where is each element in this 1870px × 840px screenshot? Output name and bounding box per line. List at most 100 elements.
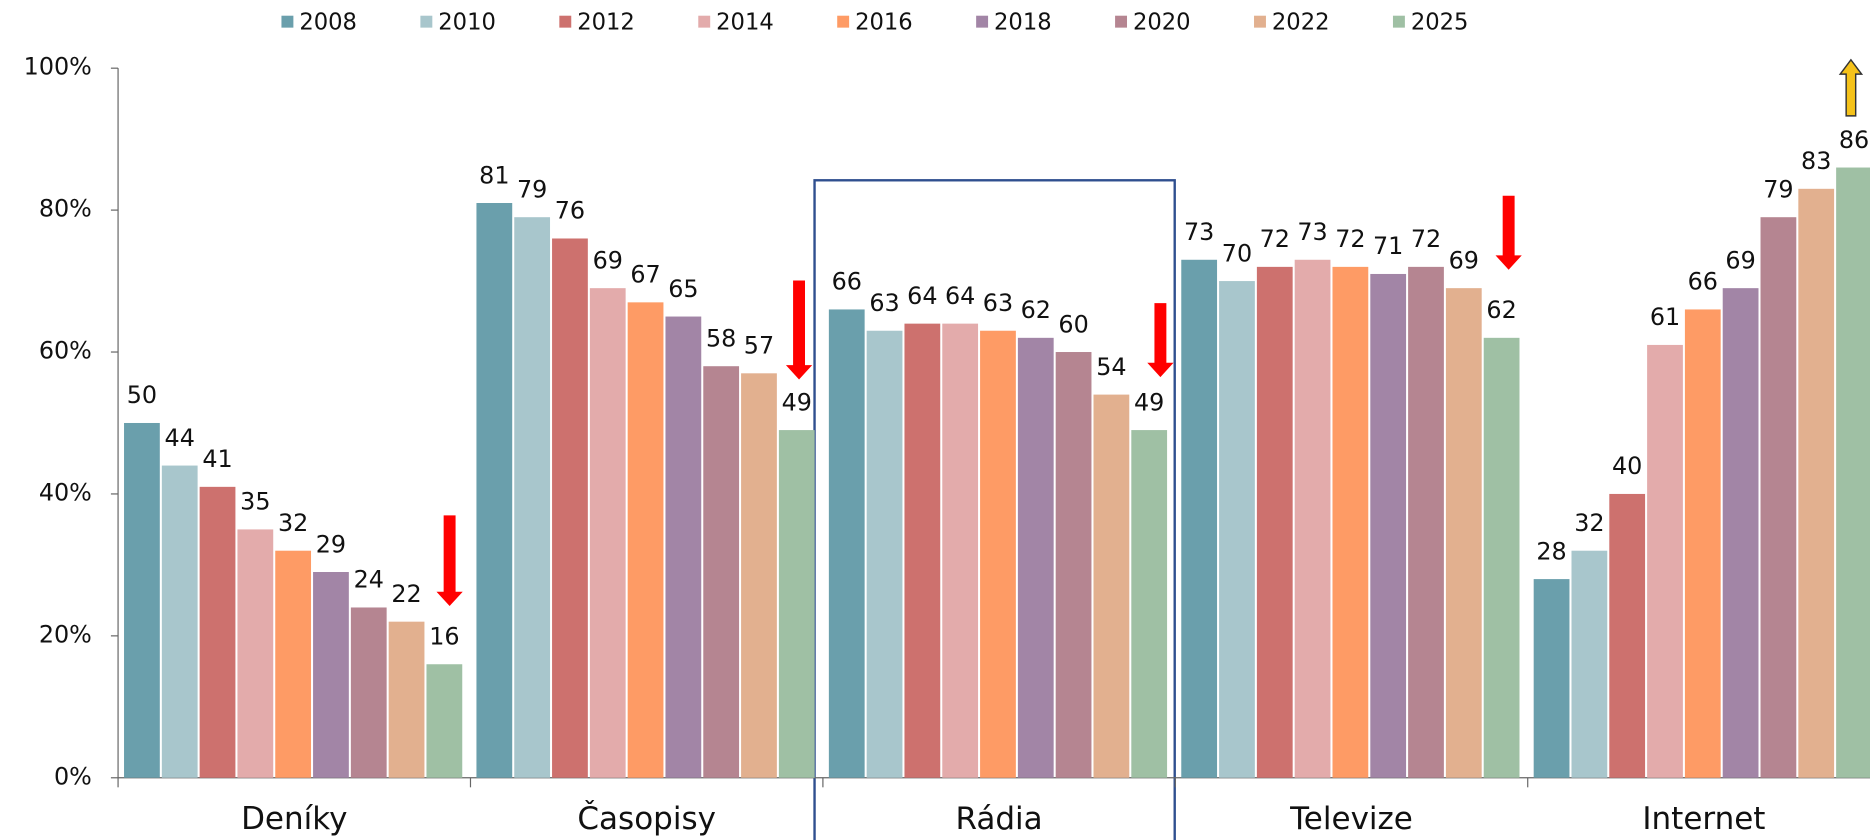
legend-label: 2008 xyxy=(299,9,357,35)
x-tick-label: Rádia xyxy=(956,801,1043,837)
legend-swatch xyxy=(281,15,294,28)
data-label: 24 xyxy=(354,566,384,594)
x-tick-label: Deníky xyxy=(241,801,347,837)
legend-label: 2020 xyxy=(1133,9,1191,35)
data-label: 63 xyxy=(869,289,899,317)
legend-label: 2010 xyxy=(438,9,496,35)
bar xyxy=(589,288,626,778)
data-label: 35 xyxy=(240,488,270,516)
x-tick-label: Internet xyxy=(1642,801,1765,837)
x-tick-label: Televize xyxy=(1289,801,1413,837)
data-label: 65 xyxy=(668,275,698,303)
data-label: 44 xyxy=(165,424,195,452)
arrow xyxy=(1495,195,1522,270)
data-label: 81 xyxy=(479,161,509,189)
data-label: 73 xyxy=(1297,218,1327,246)
bar xyxy=(1055,352,1092,778)
legend-label: 2025 xyxy=(1411,9,1469,35)
bar xyxy=(1836,167,1870,778)
increase-arrow xyxy=(1838,58,1864,117)
y-tick-label: 40% xyxy=(39,478,92,506)
y-tick-label: 60% xyxy=(39,337,92,365)
data-label: 40 xyxy=(1612,452,1642,480)
legend-swatch xyxy=(420,15,433,28)
bar xyxy=(1533,579,1570,778)
data-label: 49 xyxy=(782,388,812,416)
legend-swatch xyxy=(559,15,572,28)
data-label: 79 xyxy=(517,175,547,203)
bar xyxy=(313,571,349,778)
data-label: 60 xyxy=(1058,310,1088,338)
data-label: 49 xyxy=(1134,388,1164,416)
bar xyxy=(904,323,941,778)
data-label: 72 xyxy=(1260,225,1290,253)
data-label: 76 xyxy=(555,197,585,225)
data-label: 72 xyxy=(1411,225,1441,253)
bar xyxy=(627,302,664,778)
bar xyxy=(476,203,513,778)
data-label: 32 xyxy=(1574,509,1604,537)
bar xyxy=(866,330,903,778)
bar xyxy=(514,217,551,778)
bar xyxy=(350,607,387,778)
data-label: 64 xyxy=(945,282,975,310)
bar xyxy=(1483,337,1520,778)
data-label: 62 xyxy=(1486,296,1516,324)
legend-label: 2018 xyxy=(994,9,1052,35)
data-label: 32 xyxy=(278,509,308,537)
data-label: 28 xyxy=(1536,537,1566,565)
data-label: 70 xyxy=(1222,239,1252,267)
bar xyxy=(1131,430,1168,778)
data-label: 61 xyxy=(1650,303,1680,331)
data-label: 79 xyxy=(1763,175,1793,203)
legend-swatch xyxy=(1392,15,1405,28)
bar xyxy=(1332,266,1369,778)
legend-label: 2016 xyxy=(855,9,913,35)
bar xyxy=(665,316,702,778)
bar xyxy=(199,486,236,778)
bar xyxy=(124,422,160,778)
bar xyxy=(552,238,588,778)
data-label: 69 xyxy=(1449,246,1479,274)
legend-swatch xyxy=(976,15,989,28)
data-label: 72 xyxy=(1335,225,1365,253)
bar xyxy=(1760,217,1797,778)
bar xyxy=(1017,337,1054,778)
data-label: 83 xyxy=(1801,147,1831,175)
bar xyxy=(426,664,463,778)
bar xyxy=(161,465,198,778)
legend-swatch xyxy=(698,15,711,28)
bar xyxy=(1722,288,1759,778)
legend-label: 2014 xyxy=(716,9,774,35)
data-label: 66 xyxy=(832,268,862,296)
data-label: 62 xyxy=(1021,296,1051,324)
bar xyxy=(1647,344,1683,778)
legend-label: 2012 xyxy=(577,9,635,35)
decrease-arrows xyxy=(436,195,1522,607)
bar xyxy=(778,430,815,778)
bar xyxy=(1609,493,1646,778)
bar xyxy=(1370,273,1407,778)
bar xyxy=(1093,394,1130,778)
bar xyxy=(237,529,274,778)
data-label: 63 xyxy=(983,289,1013,317)
legend-swatch xyxy=(837,15,850,28)
bar xyxy=(275,550,312,778)
data-label: 50 xyxy=(127,381,157,409)
data-label: 58 xyxy=(706,324,736,352)
bar xyxy=(741,373,777,778)
data-label: 16 xyxy=(429,623,459,651)
y-tick-label: 100% xyxy=(24,53,92,81)
data-label: 69 xyxy=(593,246,623,274)
bar xyxy=(1684,309,1721,778)
bar xyxy=(1798,188,1835,778)
data-label: 41 xyxy=(202,445,232,473)
bar xyxy=(703,366,740,778)
bar xyxy=(1256,266,1293,778)
arrow xyxy=(436,515,463,607)
legend-swatch xyxy=(1254,15,1266,28)
legend-label: 2022 xyxy=(1272,9,1330,35)
data-label: 73 xyxy=(1184,218,1214,246)
